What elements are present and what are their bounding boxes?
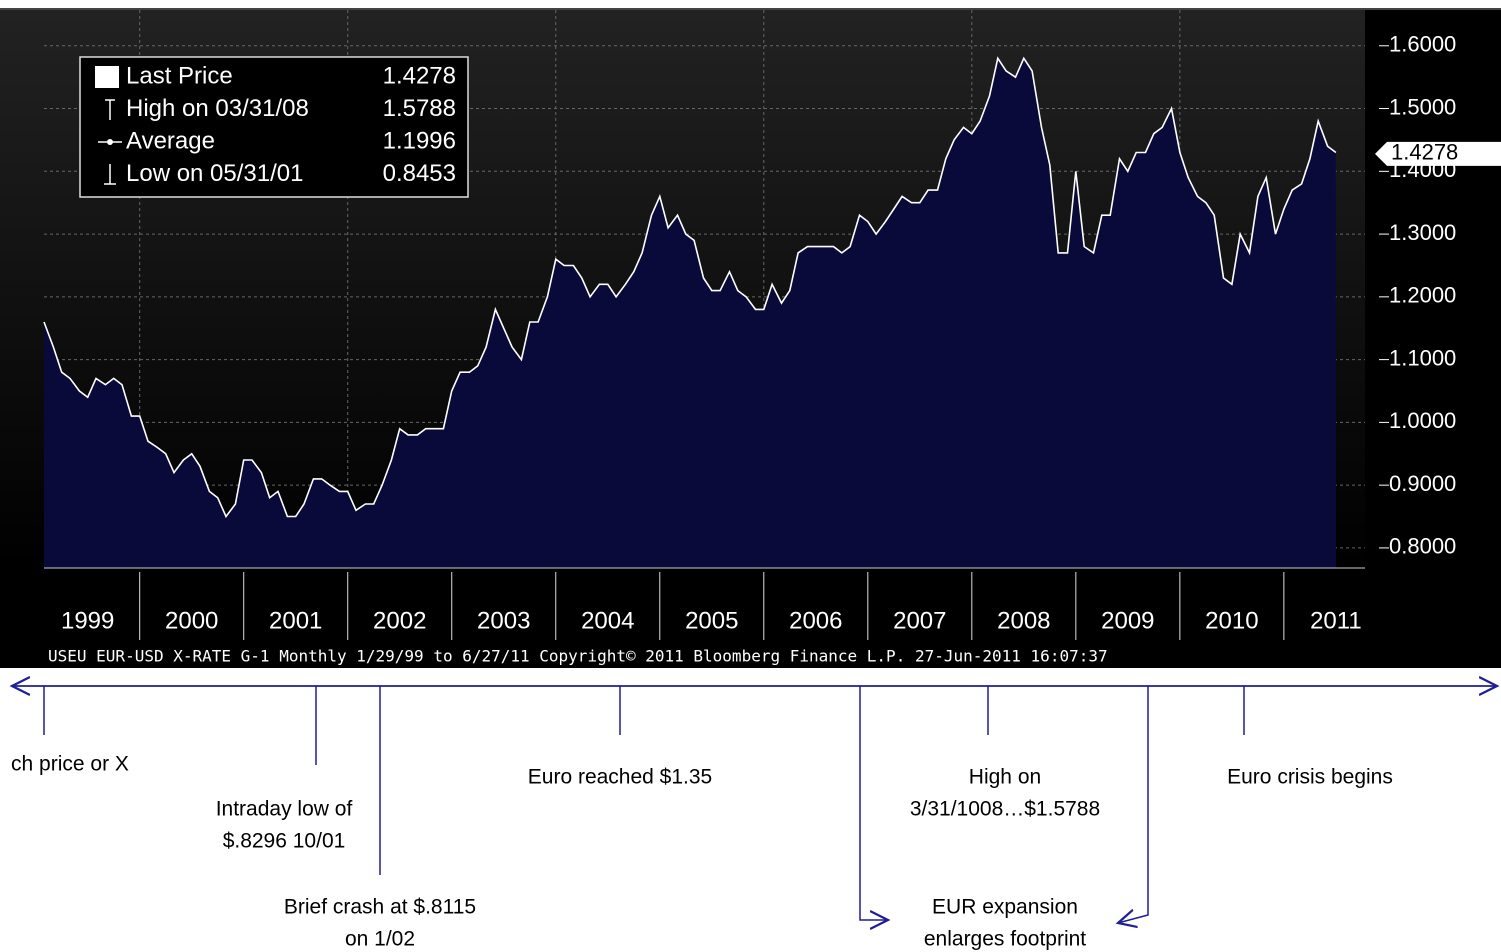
legend-value: 0.8453 bbox=[383, 160, 456, 187]
annotation: $.8296 10/01 bbox=[223, 830, 346, 853]
y-tick-label: 1.5000 bbox=[1389, 94, 1456, 119]
x-tick-label: 2006 bbox=[789, 607, 842, 634]
annotation: 3/31/1008…$1.5788 bbox=[910, 798, 1100, 821]
annotation: EUR expansion bbox=[932, 896, 1078, 919]
legend-value: 1.5788 bbox=[383, 95, 456, 122]
y-tick-label: 0.9000 bbox=[1389, 471, 1456, 496]
x-tick-label: 2003 bbox=[477, 607, 530, 634]
annotation: High on bbox=[969, 766, 1041, 789]
y-tick-label: 0.8000 bbox=[1389, 534, 1456, 559]
legend-swatch bbox=[95, 66, 119, 88]
x-tick-label: 2005 bbox=[685, 607, 738, 634]
annotation: Euro crisis begins bbox=[1227, 766, 1393, 789]
y-tick-label: 1.2000 bbox=[1389, 283, 1456, 308]
x-tick-label: 1999 bbox=[61, 607, 114, 634]
annotation: Brief crash at $.8115 bbox=[284, 896, 476, 919]
y-tick-label: 1.1000 bbox=[1389, 345, 1456, 370]
legend-label: Low on 05/31/01 bbox=[126, 160, 303, 187]
legend-label: Last Price bbox=[126, 62, 233, 89]
annotation: enlarges footprint bbox=[924, 928, 1086, 951]
legend-value: 1.1996 bbox=[383, 127, 456, 154]
y-tick-label: 1.3000 bbox=[1389, 220, 1456, 245]
legend-value: 1.4278 bbox=[383, 62, 456, 89]
x-tick-label: 2011 bbox=[1310, 607, 1362, 634]
legend-label: High on 03/31/08 bbox=[126, 95, 309, 122]
annotation: Intraday low of bbox=[216, 798, 353, 821]
y-tick-label: 1.0000 bbox=[1389, 408, 1456, 433]
legend-icon bbox=[105, 99, 115, 120]
timeline bbox=[12, 686, 1497, 923]
legend-icon bbox=[107, 139, 113, 145]
pointer-arrow bbox=[1118, 686, 1149, 923]
x-tick-label: 2001 bbox=[269, 607, 322, 634]
legend: Last Price 1.4278 High on 03/31/08 1.5788 Av… bbox=[79, 56, 469, 198]
annotation: on 1/02 bbox=[345, 928, 415, 951]
footer: USEU EUR-USD X-RATE G-1 Monthly 1/29/99 … bbox=[48, 647, 1108, 666]
x-tick-label: 2007 bbox=[893, 607, 946, 634]
last-price-label: 1.4278 bbox=[1391, 140, 1458, 165]
legend-box bbox=[79, 56, 469, 198]
x-tick-label: 2009 bbox=[1101, 607, 1154, 634]
line bbox=[43, 56, 1337, 519]
x-tick-label: 2010 bbox=[1205, 607, 1258, 634]
legend-icon bbox=[104, 164, 116, 185]
annotation: ch price or X bbox=[11, 753, 129, 776]
last-price-tag bbox=[1375, 141, 1501, 166]
y-tick-label: 1.6000 bbox=[1389, 32, 1456, 57]
x-tick-label: 2000 bbox=[165, 607, 218, 634]
legend-label: Average bbox=[126, 127, 215, 154]
pointer-arrow bbox=[859, 686, 888, 920]
annotation: Euro reached $1.35 bbox=[528, 766, 712, 789]
x-tick-label: 2002 bbox=[373, 607, 426, 634]
x-tick-label: 2004 bbox=[581, 607, 634, 634]
x-tick-label: 2008 bbox=[997, 607, 1050, 634]
area bbox=[44, 58, 1336, 569]
